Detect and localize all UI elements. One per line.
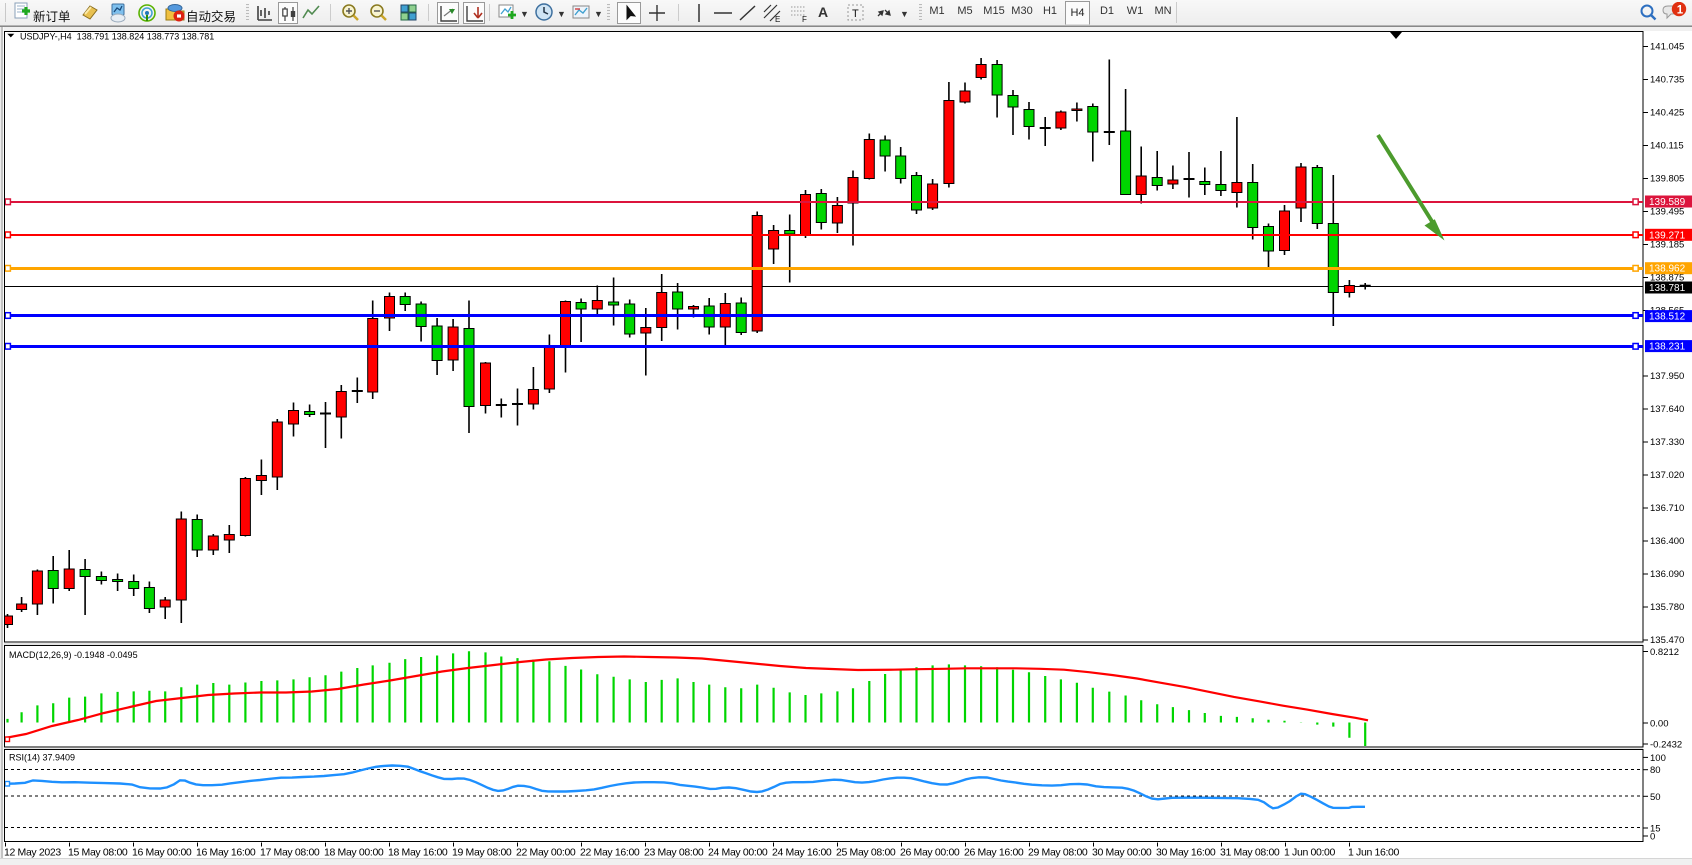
- svg-text:-0.2432: -0.2432: [1650, 740, 1682, 751]
- svg-text:31 May 08:00: 31 May 08:00: [1220, 847, 1280, 859]
- svg-text:24 May 16:00: 24 May 16:00: [772, 847, 832, 859]
- svg-text:24 May 00:00: 24 May 00:00: [708, 847, 768, 859]
- svg-text:23 May 08:00: 23 May 08:00: [644, 847, 704, 859]
- svg-text:141.045: 141.045: [1650, 42, 1684, 53]
- svg-text:0.00: 0.00: [1650, 719, 1669, 730]
- svg-text:F: F: [802, 15, 807, 24]
- svg-text:139.589: 139.589: [1649, 197, 1686, 208]
- svg-text:E: E: [775, 15, 780, 24]
- svg-text:17 May 08:00: 17 May 08:00: [260, 847, 320, 859]
- svg-text:MACD(12,26,9) -0.1948 -0.0495: MACD(12,26,9) -0.1948 -0.0495: [9, 650, 138, 660]
- svg-text:18 May 16:00: 18 May 16:00: [388, 847, 448, 859]
- svg-text:139.185: 139.185: [1650, 240, 1684, 251]
- svg-text:140.735: 140.735: [1650, 75, 1684, 86]
- svg-text:1: 1: [1677, 4, 1684, 16]
- svg-text:140.425: 140.425: [1650, 108, 1684, 119]
- svg-text:18 May 00:00: 18 May 00:00: [324, 847, 384, 859]
- svg-text:100: 100: [1650, 753, 1666, 764]
- svg-text:138.781: 138.781: [1649, 283, 1686, 294]
- svg-text:136.400: 136.400: [1650, 536, 1684, 547]
- svg-text:137.950: 137.950: [1650, 371, 1684, 382]
- svg-text:16 May 00:00: 16 May 00:00: [132, 847, 192, 859]
- svg-text:135.780: 135.780: [1650, 602, 1684, 613]
- svg-text:137.020: 137.020: [1650, 470, 1684, 481]
- svg-text:16 May 16:00: 16 May 16:00: [196, 847, 256, 859]
- svg-text:139.495: 139.495: [1650, 207, 1684, 218]
- svg-text:26 May 00:00: 26 May 00:00: [900, 847, 960, 859]
- svg-text:T: T: [852, 8, 859, 20]
- svg-text:135.470: 135.470: [1650, 635, 1684, 646]
- svg-text:139.805: 139.805: [1650, 174, 1684, 185]
- svg-text:15 May 08:00: 15 May 08:00: [68, 847, 128, 859]
- svg-text:138.231: 138.231: [1649, 342, 1686, 353]
- svg-text:15: 15: [1650, 824, 1661, 835]
- svg-text:USDJPY-,H4 138.791 138.824 13: USDJPY-,H4 138.791 138.824 138.773 138.7…: [20, 32, 214, 42]
- svg-text:0.8212: 0.8212: [1650, 647, 1679, 658]
- svg-text:136.710: 136.710: [1650, 503, 1684, 514]
- svg-text:1 Jun 00:00: 1 Jun 00:00: [1284, 847, 1336, 859]
- svg-text:137.330: 137.330: [1650, 437, 1684, 448]
- svg-text:22 May 00:00: 22 May 00:00: [516, 847, 576, 859]
- svg-text:26 May 16:00: 26 May 16:00: [964, 847, 1024, 859]
- svg-text:1 Jun 16:00: 1 Jun 16:00: [1348, 847, 1400, 859]
- svg-text:22 May 16:00: 22 May 16:00: [580, 847, 640, 859]
- svg-text:139.271: 139.271: [1649, 230, 1686, 241]
- svg-text:136.090: 136.090: [1650, 569, 1684, 580]
- svg-text:25 May 08:00: 25 May 08:00: [836, 847, 896, 859]
- svg-text:80: 80: [1650, 765, 1661, 776]
- svg-text:137.640: 137.640: [1650, 404, 1684, 415]
- svg-text:138.875: 138.875: [1650, 273, 1684, 284]
- svg-text:19 May 08:00: 19 May 08:00: [452, 847, 512, 859]
- svg-text:RSI(14) 37.9409: RSI(14) 37.9409: [9, 753, 75, 763]
- svg-text:29 May 08:00: 29 May 08:00: [1028, 847, 1088, 859]
- svg-text:50: 50: [1650, 792, 1661, 803]
- svg-text:30 May 16:00: 30 May 16:00: [1156, 847, 1216, 859]
- svg-text:140.115: 140.115: [1650, 141, 1684, 152]
- svg-text:0: 0: [1650, 832, 1655, 843]
- svg-text:30 May 00:00: 30 May 00:00: [1092, 847, 1152, 859]
- svg-text:12 May 2023: 12 May 2023: [4, 847, 61, 859]
- svg-text:138.512: 138.512: [1649, 312, 1686, 323]
- svg-text:138.962: 138.962: [1649, 264, 1686, 275]
